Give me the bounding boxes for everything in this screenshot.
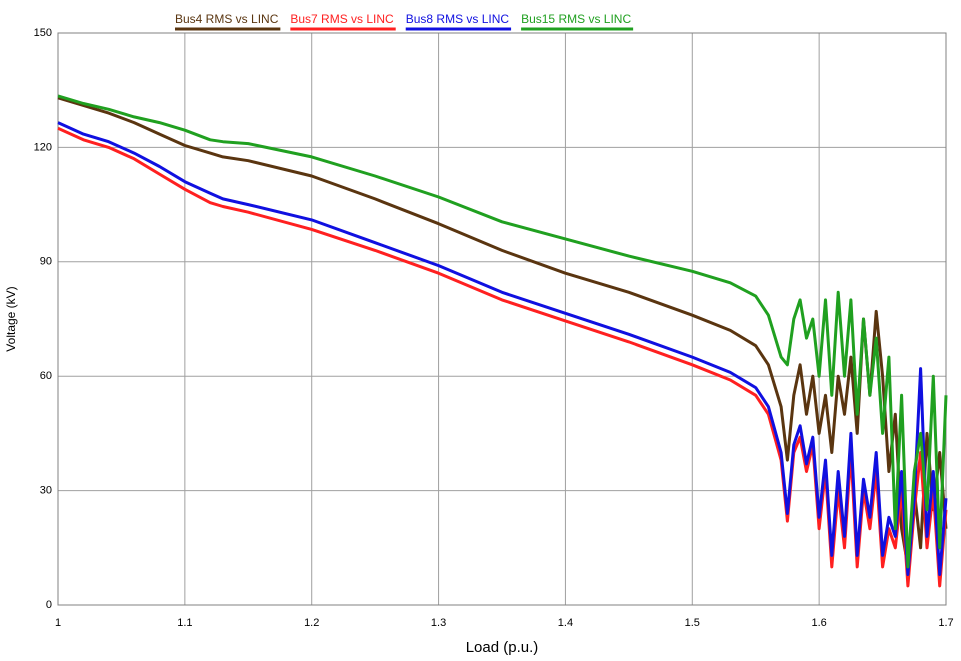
plot-frame [57, 32, 947, 606]
legend-label: Bus4 RMS vs LINC [175, 12, 279, 26]
y-tick-label: 30 [40, 485, 52, 497]
y-axis-label: Voltage (kV) [4, 286, 18, 351]
y-tick-label: 0 [46, 599, 52, 611]
legend-label: Bus8 RMS vs LINC [406, 12, 510, 26]
series-line [57, 126, 948, 588]
x-tick-label: 1.3 [431, 617, 446, 629]
y-tick-label: 90 [40, 256, 52, 268]
x-tick-label: 1.5 [685, 617, 700, 629]
legend-label: Bus15 RMS vs LINC [521, 12, 631, 26]
x-tick-label: 1.1 [177, 617, 192, 629]
x-tick-label: 1.4 [558, 617, 573, 629]
series-line [57, 94, 948, 569]
x-tick-label: 1.2 [304, 617, 319, 629]
legend-label: Bus7 RMS vs LINC [290, 12, 394, 26]
series-line [57, 121, 948, 576]
y-tick-label: 120 [34, 141, 52, 153]
x-tick-label: 1 [55, 617, 61, 629]
x-tick-label: 1.6 [811, 617, 826, 629]
y-tick-label: 150 [34, 27, 52, 39]
y-tick-label: 60 [40, 370, 52, 382]
x-axis-label: Load (p.u.) [466, 639, 539, 656]
x-tick-label: 1.7 [938, 617, 953, 629]
